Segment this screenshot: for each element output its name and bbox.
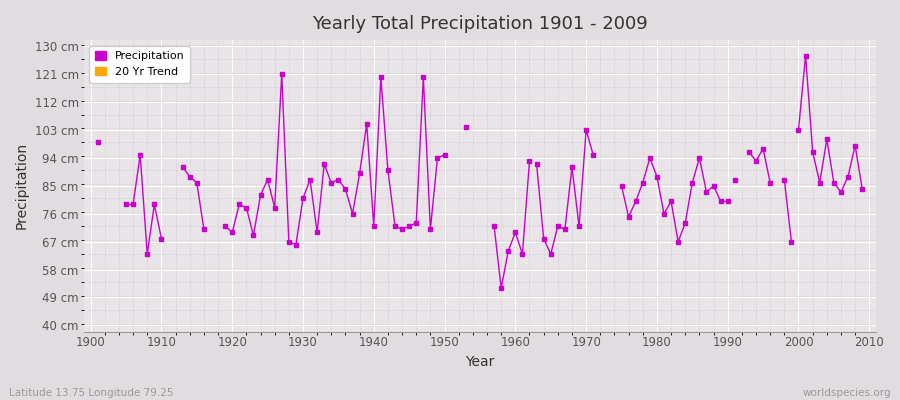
Text: Latitude 13.75 Longitude 79.25: Latitude 13.75 Longitude 79.25 — [9, 388, 174, 398]
Title: Yearly Total Precipitation 1901 - 2009: Yearly Total Precipitation 1901 - 2009 — [312, 15, 648, 33]
Legend: Precipitation, 20 Yr Trend: Precipitation, 20 Yr Trend — [89, 46, 190, 82]
X-axis label: Year: Year — [465, 355, 495, 369]
Text: worldspecies.org: worldspecies.org — [803, 388, 891, 398]
Y-axis label: Precipitation: Precipitation — [15, 142, 29, 230]
